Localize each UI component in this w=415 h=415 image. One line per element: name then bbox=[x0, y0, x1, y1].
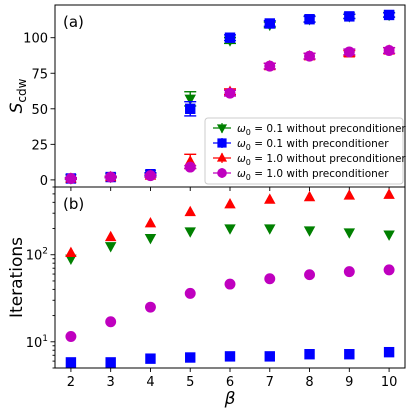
y-tick-label: 100 bbox=[23, 32, 48, 47]
legend-label: ω0 = 1.0 with preconditioner bbox=[237, 168, 389, 182]
x-tick-label: 9 bbox=[345, 375, 353, 390]
data-point bbox=[264, 18, 275, 29]
data-point bbox=[184, 161, 196, 173]
data-point bbox=[343, 46, 355, 58]
x-axis-title: β bbox=[224, 389, 236, 409]
y-tick-label: 101 bbox=[26, 334, 48, 351]
data-point bbox=[383, 9, 395, 21]
series-m_pre bbox=[65, 264, 395, 342]
x-tick-label: 6 bbox=[226, 375, 234, 390]
legend-marker bbox=[216, 124, 228, 134]
y-tick-label: 0 bbox=[40, 174, 48, 189]
data-point bbox=[344, 11, 355, 22]
data-point bbox=[343, 266, 355, 278]
data-point bbox=[144, 234, 157, 245]
data-point bbox=[65, 357, 77, 368]
data-point bbox=[264, 60, 276, 72]
data-point bbox=[104, 242, 117, 253]
legend-entry: ω0 = 0.1 with preconditioner bbox=[213, 138, 389, 152]
data-point bbox=[185, 103, 196, 114]
data-point bbox=[184, 94, 196, 106]
panel-label: (a) bbox=[63, 13, 84, 31]
y-axis-title: Iterations bbox=[7, 237, 27, 318]
series-b_pre bbox=[65, 346, 395, 368]
legend-entry: ω0 = 0.1 without preconditioner bbox=[213, 123, 406, 137]
panel-a: 0 25 50 75 100 (a) Scdw bbox=[7, 4, 406, 191]
data-point bbox=[144, 301, 156, 313]
data-point bbox=[344, 349, 355, 360]
data-point bbox=[343, 189, 356, 200]
data-point bbox=[264, 224, 276, 235]
data-point bbox=[65, 173, 77, 184]
panel-b: 2 3 4 5 6 7 8 9 10 101 102 (b) Iterations bbox=[7, 186, 406, 390]
data-point bbox=[383, 346, 395, 358]
series-r_nopre bbox=[65, 188, 395, 258]
data-point bbox=[304, 349, 315, 360]
legend-entry: ω0 = 1.0 without preconditioner bbox=[213, 152, 406, 167]
data-point bbox=[224, 87, 236, 99]
legend-label: ω0 = 1.0 without preconditioner bbox=[237, 153, 406, 167]
data-point bbox=[304, 50, 316, 62]
legend-label: ω0 = 0.1 with preconditioner bbox=[237, 138, 389, 152]
data-point bbox=[264, 273, 276, 285]
data-point bbox=[303, 190, 316, 202]
legend-frame bbox=[204, 117, 404, 185]
data-point bbox=[224, 32, 236, 43]
legend-label: ω0 = 0.1 without preconditioner bbox=[237, 123, 406, 137]
series-m_pre bbox=[64, 45, 396, 184]
data-point bbox=[144, 170, 156, 182]
panel-b-frame bbox=[54, 186, 406, 369]
data-point bbox=[65, 331, 77, 342]
data-point bbox=[105, 357, 116, 368]
data-point bbox=[105, 171, 117, 183]
data-point bbox=[144, 217, 157, 228]
data-point bbox=[383, 230, 395, 241]
data-point bbox=[224, 351, 236, 362]
legend-entry: ω0 = 1.0 with preconditioner bbox=[213, 168, 389, 182]
data-point bbox=[224, 278, 236, 290]
data-point bbox=[383, 45, 395, 56]
y-tick-label: 25 bbox=[31, 138, 48, 153]
data-point bbox=[105, 316, 117, 328]
x-tick-label: 8 bbox=[305, 375, 313, 390]
x-tick-label: 7 bbox=[266, 375, 274, 390]
data-point bbox=[224, 198, 236, 209]
data-point bbox=[65, 254, 77, 265]
legend-marker bbox=[217, 168, 227, 178]
x-tick-label: 3 bbox=[107, 375, 115, 390]
data-point bbox=[65, 246, 77, 258]
data-point bbox=[104, 230, 117, 242]
data-point bbox=[184, 287, 196, 299]
x-tick-label: 5 bbox=[186, 375, 194, 390]
y-axis-title: Scdw bbox=[7, 78, 29, 113]
legend-marker bbox=[216, 152, 228, 162]
y-tick-label: 75 bbox=[31, 67, 48, 82]
panel-label: (b) bbox=[63, 195, 84, 213]
data-point bbox=[185, 352, 196, 363]
data-point bbox=[383, 188, 395, 199]
data-point bbox=[303, 226, 316, 237]
series-g_nopre bbox=[65, 224, 395, 265]
data-point bbox=[145, 353, 156, 364]
data-point bbox=[184, 227, 196, 238]
legend-marker bbox=[217, 138, 227, 148]
data-point bbox=[184, 205, 196, 217]
y-tick-label: 50 bbox=[31, 103, 48, 118]
x-tick-label: 4 bbox=[146, 375, 154, 390]
data-point bbox=[304, 269, 316, 281]
x-tick-label: 2 bbox=[67, 375, 75, 390]
data-point bbox=[264, 351, 275, 362]
data-point bbox=[264, 193, 276, 204]
data-point bbox=[224, 224, 236, 235]
x-tick-label: 10 bbox=[381, 375, 398, 390]
y-tick-label: 102 bbox=[26, 247, 48, 264]
data-point bbox=[343, 228, 356, 239]
data-point bbox=[304, 14, 315, 25]
data-point bbox=[383, 264, 395, 276]
